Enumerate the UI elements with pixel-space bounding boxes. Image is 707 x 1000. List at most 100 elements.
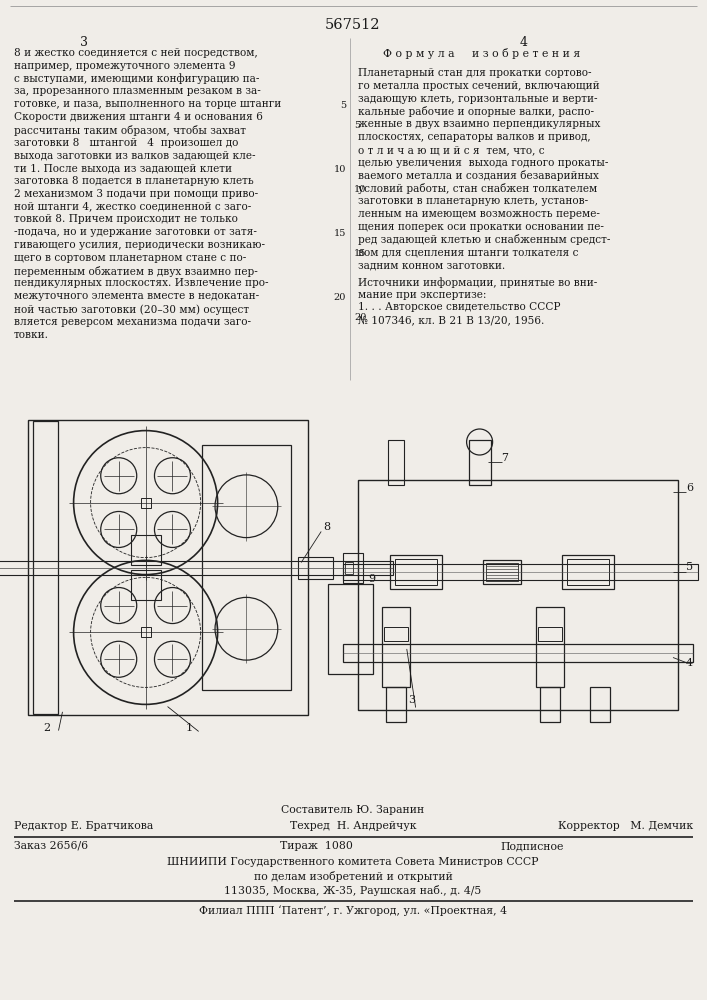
- Text: вом для сцепления штанги толкателя с: вом для сцепления штанги толкателя с: [358, 247, 578, 257]
- Text: ной частью заготовки (20–30 мм) осущест: ной частью заготовки (20–30 мм) осущест: [14, 304, 249, 315]
- Bar: [141, 627, 151, 637]
- Text: за, прорезанного плазменным резаком в за-: за, прорезанного плазменным резаком в за…: [14, 86, 261, 96]
- Text: Заказ 2656/6: Заказ 2656/6: [14, 841, 88, 851]
- Text: Скорости движения штанги 4 и основания 6: Скорости движения штанги 4 и основания 6: [14, 112, 263, 122]
- Text: 1: 1: [186, 723, 193, 733]
- Bar: [590, 686, 610, 722]
- Bar: [343, 552, 363, 582]
- Bar: [131, 535, 160, 565]
- Bar: [486, 563, 518, 581]
- Bar: [469, 440, 491, 485]
- Text: рассчитаны таким образом, чтобы захват: рассчитаны таким образом, чтобы захват: [14, 125, 246, 136]
- Text: межуточного элемента вместе в недокатан-: межуточного элемента вместе в недокатан-: [14, 291, 259, 301]
- Bar: [538, 626, 562, 641]
- Bar: [343, 564, 698, 580]
- Text: с выступами, имеющими конфигурацию па-: с выступами, имеющими конфигурацию па-: [14, 74, 259, 84]
- Bar: [540, 686, 560, 722]
- Bar: [390, 555, 442, 589]
- Text: 113035, Москва, Ж-35, Раушская наб., д. 4/5: 113035, Москва, Ж-35, Раушская наб., д. …: [224, 885, 481, 896]
- Text: задним конном заготовки.: задним конном заготовки.: [358, 260, 506, 270]
- Text: 4: 4: [520, 36, 528, 49]
- Text: щения поперек оси прокатки основании пе-: щения поперек оси прокатки основании пе-: [358, 222, 604, 232]
- Text: например, промежуточного элемента 9: например, промежуточного элемента 9: [14, 61, 235, 71]
- Text: о т л и ч а ю щ и й с я  тем, что, с: о т л и ч а ю щ и й с я тем, что, с: [358, 145, 544, 155]
- Text: ной штанги 4, жестко соединенной с заго-: ной штанги 4, жестко соединенной с заго-: [14, 202, 251, 212]
- Text: кальные рабочие и опорные валки, распо-: кальные рабочие и опорные валки, распо-: [358, 106, 594, 117]
- Text: 10: 10: [334, 165, 346, 174]
- Text: 2 механизмом 3 подачи при помощи приво-: 2 механизмом 3 подачи при помощи приво-: [14, 189, 258, 199]
- Bar: [387, 686, 407, 722]
- Text: 20: 20: [334, 293, 346, 302]
- Bar: [382, 606, 410, 686]
- Bar: [343, 644, 693, 662]
- Text: 5: 5: [354, 121, 360, 130]
- Bar: [388, 440, 404, 485]
- Text: 2: 2: [43, 723, 50, 733]
- Text: 3: 3: [80, 36, 88, 49]
- Text: 9: 9: [368, 574, 375, 584]
- Text: гивающего усилия, периодически возникаю-: гивающего усилия, периодически возникаю-: [14, 240, 265, 250]
- Text: 15: 15: [354, 249, 366, 258]
- Text: вляется реверсом механизма подачи заго-: вляется реверсом механизма подачи заго-: [14, 317, 251, 327]
- Text: № 107346, кл. В 21 В 13/20, 1956.: № 107346, кл. В 21 В 13/20, 1956.: [358, 315, 544, 325]
- Text: Редактор Е. Братчикова: Редактор Е. Братчикова: [14, 821, 153, 831]
- Text: ленным на имеющем возможность переме-: ленным на имеющем возможность переме-: [358, 209, 600, 219]
- Text: Техред  Н. Андрейчук: Техред Н. Андрейчук: [290, 821, 416, 831]
- Bar: [0, 560, 393, 574]
- Text: 20: 20: [354, 313, 366, 322]
- Bar: [141, 498, 151, 508]
- Text: Источники информации, принятые во вни-: Источники информации, принятые во вни-: [358, 277, 597, 288]
- Text: целью увеличения  выхода годного прокаты-: целью увеличения выхода годного прокаты-: [358, 158, 609, 168]
- Text: щего в сортовом планетарном стане с по-: щего в сортовом планетарном стане с по-: [14, 253, 246, 263]
- Text: заготовки 8   штангой   4  произошел до: заготовки 8 штангой 4 произошел до: [14, 138, 238, 148]
- Bar: [345, 562, 353, 574]
- Text: 3: 3: [408, 695, 415, 705]
- Bar: [201, 445, 291, 690]
- Text: ШНИИПИ Государственного комитета Совета Министров СССР: ШНИИПИ Государственного комитета Совета …: [168, 857, 539, 867]
- Text: 6: 6: [686, 483, 693, 493]
- Text: ти 1. После выхода из задающей клети: ти 1. После выхода из задающей клети: [14, 163, 232, 173]
- Text: готовке, и паза, выполненного на торце штанги: готовке, и паза, выполненного на торце ш…: [14, 99, 281, 109]
- Text: Тираж  1080: Тираж 1080: [280, 841, 353, 851]
- Bar: [562, 555, 614, 589]
- Text: ваемого металла и создания безаварийных: ваемого металла и создания безаварийных: [358, 170, 599, 181]
- Text: заготовка 8 подается в планетарную клеть: заготовка 8 подается в планетарную клеть: [14, 176, 254, 186]
- Text: Планетарный стан для прокатки сортово-: Планетарный стан для прокатки сортово-: [358, 68, 592, 78]
- Text: задающую клеть, горизонтальные и верти-: задающую клеть, горизонтальные и верти-: [358, 94, 597, 104]
- Text: товкой 8. Причем происходит не только: товкой 8. Причем происходит не только: [14, 214, 238, 224]
- Bar: [536, 606, 564, 686]
- Text: пендикулярных плоскостях. Извлечение про-: пендикулярных плоскостях. Извлечение про…: [14, 278, 269, 288]
- Bar: [28, 420, 308, 715]
- Bar: [483, 560, 521, 584]
- Text: заготовки в планетарную клеть, установ-: заготовки в планетарную клеть, установ-: [358, 196, 588, 206]
- Text: 567512: 567512: [325, 18, 381, 32]
- Text: 10: 10: [354, 185, 366, 194]
- Bar: [328, 584, 373, 674]
- Text: 1. . . Авторское свидетельство СССР: 1. . . Авторское свидетельство СССР: [358, 302, 561, 312]
- Text: Ф о р м у л а     и з о б р е т е н и я: Ф о р м у л а и з о б р е т е н и я: [383, 48, 580, 59]
- Text: 7: 7: [501, 453, 508, 463]
- Text: женные в двух взаимно перпендикулярных: женные в двух взаимно перпендикулярных: [358, 119, 600, 129]
- Text: мание при экспертизе:: мание при экспертизе:: [358, 290, 486, 300]
- Bar: [395, 559, 437, 585]
- Text: Составитель Ю. Заранин: Составитель Ю. Заранин: [281, 805, 425, 815]
- Text: ­подача, но и удержание заготовки от затя-: ­подача, но и удержание заготовки от зат…: [14, 227, 257, 237]
- Text: условий работы, стан снабжен толкателем: условий работы, стан снабжен толкателем: [358, 183, 597, 194]
- Text: 5: 5: [686, 562, 693, 572]
- Bar: [385, 626, 409, 641]
- Text: 4: 4: [686, 658, 693, 668]
- Text: Корректор   М. Демчик: Корректор М. Демчик: [558, 821, 693, 831]
- Text: выхода заготовки из валков задающей кле-: выхода заготовки из валков задающей кле-: [14, 150, 255, 160]
- Text: переменным обжатием в двух взаимно пер-: переменным обжатием в двух взаимно пер-: [14, 266, 258, 277]
- Text: ред задающей клетью и снабженным средст-: ред задающей клетью и снабженным средст-: [358, 234, 610, 245]
- Bar: [33, 421, 58, 714]
- Text: 8: 8: [323, 522, 330, 532]
- Bar: [358, 480, 678, 710]
- Bar: [298, 556, 333, 578]
- Bar: [131, 570, 160, 600]
- Text: 8 и жестко соединяется с ней посредством,: 8 и жестко соединяется с ней посредством…: [14, 48, 258, 58]
- Text: по делам изобретений и открытий: по делам изобретений и открытий: [254, 871, 452, 882]
- Text: Подписное: Подписное: [500, 841, 563, 851]
- Bar: [568, 559, 609, 585]
- Text: го металла простых сечений, включающий: го металла простых сечений, включающий: [358, 81, 600, 91]
